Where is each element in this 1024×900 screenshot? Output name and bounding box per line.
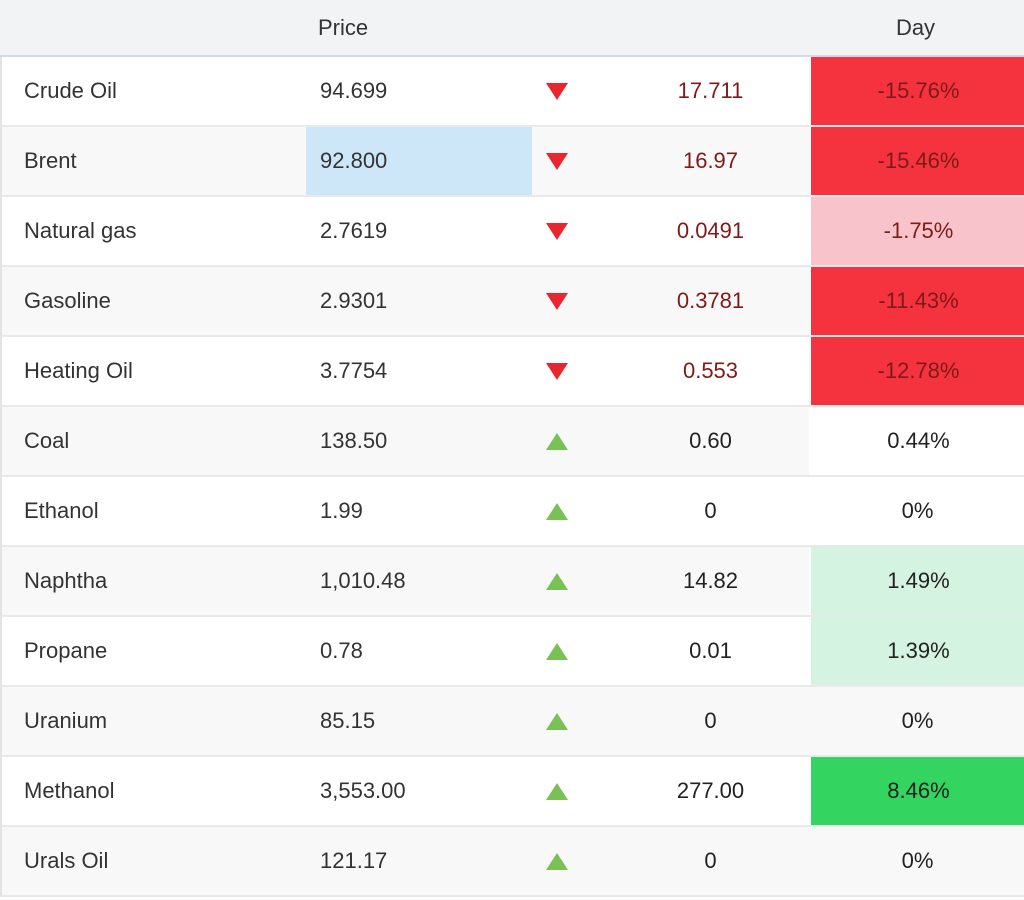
day-percent: -1.75% (809, 197, 1024, 265)
price-value-highlighted: 92.800 (306, 127, 532, 195)
change-value: 0.0491 (676, 218, 745, 243)
commodity-name[interactable]: Urals Oil (24, 848, 109, 873)
triangle-down-icon (532, 197, 612, 265)
commodity-name[interactable]: Uranium (24, 708, 108, 733)
price-value: 3.7754 (320, 358, 388, 383)
day-percent: -11.43% (809, 267, 1024, 335)
change-value: 0.553 (682, 358, 739, 383)
change-value: 0 (704, 708, 717, 733)
table-header-row: Price Day (0, 0, 1024, 57)
commodity-column-header (0, 0, 304, 55)
commodity-name[interactable]: Heating Oil (24, 358, 133, 383)
day-percent: 0% (901, 498, 934, 523)
commodity-name[interactable]: Propane (24, 638, 108, 663)
day-percent: 0% (901, 848, 934, 873)
triangle-up-icon (532, 827, 612, 895)
table-row[interactable]: Brent 92.800 16.97 -15.46% (0, 127, 1024, 197)
table-body: Crude Oil 94.699 17.711 -15.76% Brent 92… (0, 57, 1024, 897)
price-value: 1.99 (320, 498, 363, 523)
price-value: 2.9301 (320, 288, 388, 313)
price-value: 3,553.00 (320, 778, 406, 803)
price-value: 85.15 (320, 708, 376, 733)
change-value: 17.711 (677, 78, 744, 103)
price-value: 0.78 (320, 638, 363, 663)
commodity-name[interactable]: Gasoline (24, 288, 111, 313)
triangle-down-icon (532, 57, 612, 125)
change-column-header (610, 0, 807, 55)
price-value: 138.50 (320, 428, 388, 453)
triangle-up-icon (532, 547, 612, 615)
price-value: 121.17 (320, 848, 388, 873)
change-value: 14.82 (682, 568, 739, 593)
day-column-header: Day (895, 14, 936, 40)
day-percent: 8.46% (809, 757, 1024, 825)
change-value: 0.3781 (676, 288, 745, 313)
day-percent: -15.46% (809, 127, 1024, 195)
triangle-down-icon (532, 267, 612, 335)
change-value: 277.00 (676, 778, 745, 803)
price-value: 2.7619 (320, 218, 388, 243)
triangle-down-icon (532, 127, 612, 195)
table-row[interactable]: Natural gas 2.7619 0.0491 -1.75% (0, 197, 1024, 267)
table-row[interactable]: Coal 138.50 0.60 0.44% (0, 407, 1024, 477)
triangle-up-icon (532, 477, 612, 545)
change-value: 0 (704, 848, 717, 873)
table-row[interactable]: Ethanol 1.99 0 0% (0, 477, 1024, 547)
change-value: 0.01 (689, 638, 732, 663)
table-row[interactable]: Gasoline 2.9301 0.3781 -11.43% (0, 267, 1024, 337)
price-value: 1,010.48 (320, 568, 406, 593)
triangle-up-icon (532, 617, 612, 685)
triangle-up-icon (532, 407, 612, 475)
commodity-name[interactable]: Crude Oil (24, 78, 117, 103)
price-column-header: Price (318, 14, 369, 40)
change-value: 0 (704, 498, 717, 523)
table-row[interactable]: Propane 0.78 0.01 1.39% (0, 617, 1024, 687)
table-row[interactable]: Urals Oil 121.17 0 0% (0, 827, 1024, 897)
day-percent: 1.39% (809, 617, 1024, 685)
day-percent: -15.76% (809, 57, 1024, 125)
commodity-name[interactable]: Naphtha (24, 568, 108, 593)
triangle-up-icon (532, 757, 612, 825)
table-row[interactable]: Heating Oil 3.7754 0.553 -12.78% (0, 337, 1024, 407)
change-value: 16.97 (682, 148, 739, 173)
triangle-down-icon (532, 337, 612, 405)
commodity-name[interactable]: Methanol (24, 778, 115, 803)
change-value: 0.60 (689, 428, 732, 453)
commodity-name[interactable]: Ethanol (24, 498, 99, 523)
arrow-column-header (530, 0, 610, 55)
day-percent: 0.44% (809, 407, 1024, 475)
commodity-name[interactable]: Natural gas (24, 218, 137, 243)
day-percent: -12.78% (809, 337, 1024, 405)
table-row[interactable]: Crude Oil 94.699 17.711 -15.76% (0, 57, 1024, 127)
table-row[interactable]: Uranium 85.15 0 0% (0, 687, 1024, 757)
table-row[interactable]: Naphtha 1,010.48 14.82 1.49% (0, 547, 1024, 617)
commodity-name[interactable]: Brent (24, 148, 77, 173)
triangle-up-icon (532, 687, 612, 755)
day-percent: 0% (901, 708, 934, 733)
day-percent: 1.49% (809, 547, 1024, 615)
price-value: 94.699 (320, 78, 388, 103)
table-row[interactable]: Methanol 3,553.00 277.00 8.46% (0, 757, 1024, 827)
commodity-name[interactable]: Coal (24, 428, 70, 453)
